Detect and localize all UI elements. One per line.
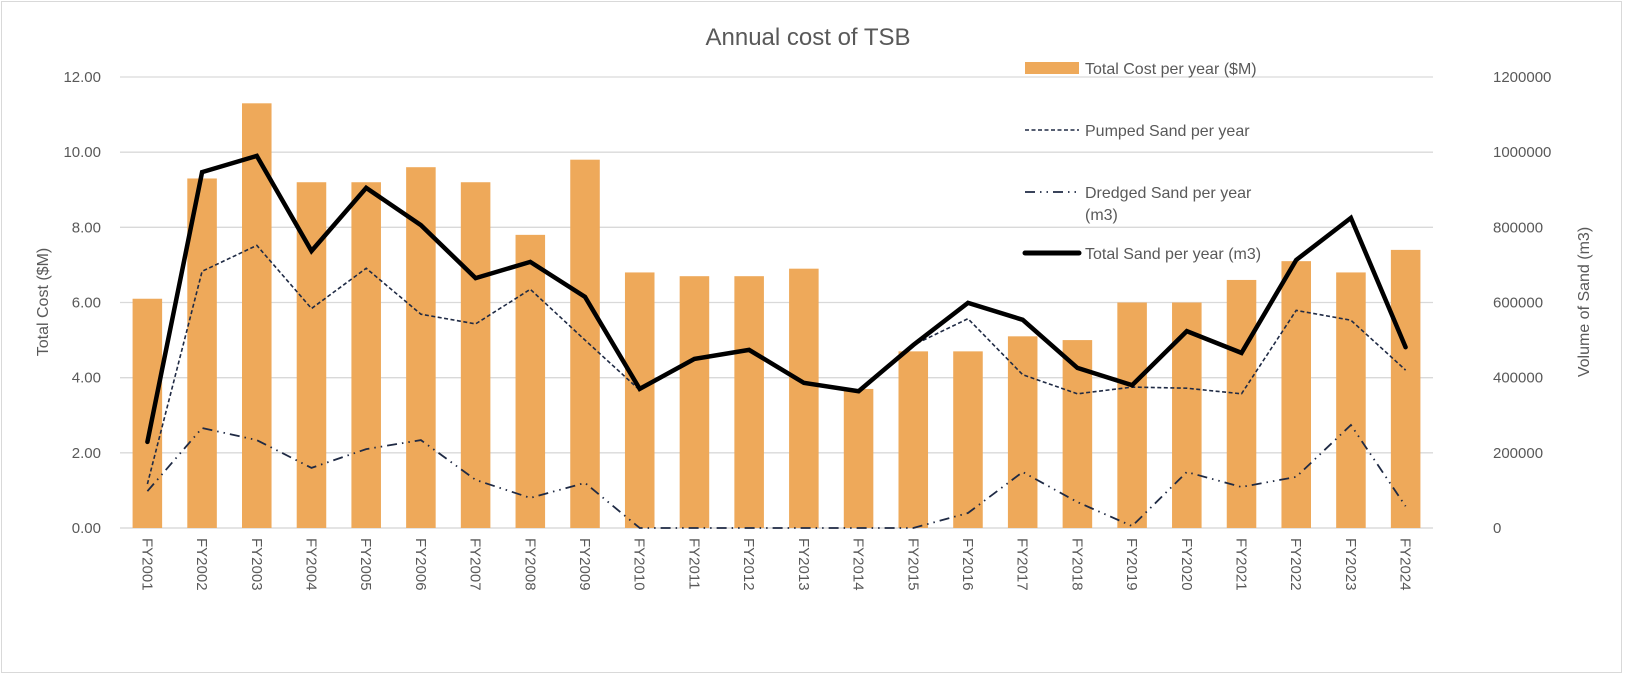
x-tick-label: FY2022 [1287, 538, 1304, 591]
y-axis-right-ticks: 0 200000 400000 600000 800000 1000000 1200000 [1493, 69, 1551, 537]
x-tick-label: FY2017 [1014, 538, 1031, 591]
bar-FY2008 [516, 235, 546, 528]
legend-label-dredged-sand-unit: (m3) [1085, 207, 1118, 224]
x-tick-label: FY2001 [138, 538, 155, 591]
x-tick-label: FY2012 [740, 538, 757, 591]
bar-FY2014 [844, 389, 874, 528]
x-axis-ticks: FY2001 FY2002 FY2003 FY2004 FY2005 FY2006 FY20… [138, 538, 1413, 591]
x-tick-label: FY2005 [357, 538, 374, 591]
y-tick-label: 6.00 [72, 295, 101, 312]
bar-FY2005 [351, 182, 381, 528]
x-tick-label: FY2015 [904, 538, 921, 591]
x-tick-label: FY2007 [467, 538, 484, 591]
legend-swatch-total-cost [1025, 62, 1079, 74]
y-tick-label: 10.00 [63, 144, 101, 161]
y2-tick-label: 1200000 [1493, 69, 1551, 86]
y2-tick-label: 400000 [1493, 370, 1543, 387]
x-tick-label: FY2010 [631, 538, 648, 591]
y-tick-label: 2.00 [72, 445, 101, 462]
bar-FY2012 [734, 276, 764, 528]
y-axis-right-title: Volume of Sand (m3) [1576, 227, 1593, 377]
bar-FY2007 [461, 182, 491, 528]
x-tick-label: FY2002 [193, 538, 210, 591]
x-tick-label: FY2023 [1342, 538, 1359, 591]
y-axis-left-ticks: 0.00 2.00 4.00 6.00 8.00 10.00 12.00 [63, 69, 101, 537]
y-tick-label: 8.00 [72, 219, 101, 236]
bar-FY2001 [133, 299, 163, 528]
x-tick-label: FY2016 [959, 538, 976, 591]
bar-FY2019 [1117, 303, 1147, 529]
bar-FY2021 [1227, 280, 1257, 528]
y-tick-label: 4.00 [72, 370, 101, 387]
line-dredged-sand-per-year-m3 [147, 425, 1405, 528]
y-tick-label: 0.00 [72, 520, 101, 537]
y-tick-label: 12.00 [63, 69, 101, 86]
x-tick-label: FY2013 [795, 538, 812, 591]
x-tick-label: FY2024 [1397, 538, 1414, 591]
x-tick-label: FY2018 [1068, 538, 1085, 591]
x-tick-label: FY2019 [1123, 538, 1140, 591]
bar-FY2011 [680, 276, 710, 528]
bar-FY2010 [625, 272, 655, 528]
bar-FY2023 [1336, 272, 1366, 528]
bar-FY2022 [1281, 261, 1311, 528]
y2-tick-label: 1000000 [1493, 144, 1551, 161]
bar-FY2003 [242, 103, 272, 528]
x-tick-label: FY2008 [521, 538, 538, 591]
legend-label-total-sand: Total Sand per year (m3) [1085, 246, 1261, 263]
bar-FY2006 [406, 167, 436, 528]
y2-tick-label: 0 [1493, 520, 1501, 537]
line-series [147, 156, 1405, 528]
x-tick-label: FY2006 [412, 538, 429, 591]
legend: Total Cost per year ($M) Pumped Sand per… [1025, 61, 1261, 263]
x-tick-label: FY2021 [1233, 538, 1250, 591]
legend-label-dredged-sand: Dredged Sand per year [1085, 185, 1252, 202]
bar-FY2009 [570, 160, 600, 528]
x-tick-label: FY2014 [850, 538, 867, 591]
bar-FY2013 [789, 269, 819, 528]
chart-title: Annual cost of TSB [705, 24, 910, 51]
y2-tick-label: 200000 [1493, 445, 1543, 462]
bar-FY2015 [898, 351, 928, 528]
bar-series-total-cost [133, 103, 1421, 528]
x-tick-label: FY2009 [576, 538, 593, 591]
x-tick-label: FY2011 [685, 538, 702, 589]
y-axis-left-title: Total Cost ($M) [35, 248, 52, 356]
x-tick-label: FY2020 [1178, 538, 1195, 591]
legend-label-total-cost: Total Cost per year ($M) [1085, 61, 1257, 78]
y2-tick-label: 600000 [1493, 295, 1543, 312]
y2-tick-label: 800000 [1493, 219, 1543, 236]
legend-label-pumped-sand: Pumped Sand per year [1085, 123, 1250, 140]
bar-FY2024 [1391, 250, 1421, 528]
x-tick-label: FY2004 [302, 538, 319, 591]
bar-FY2016 [953, 351, 983, 528]
x-tick-label: FY2003 [248, 538, 265, 591]
